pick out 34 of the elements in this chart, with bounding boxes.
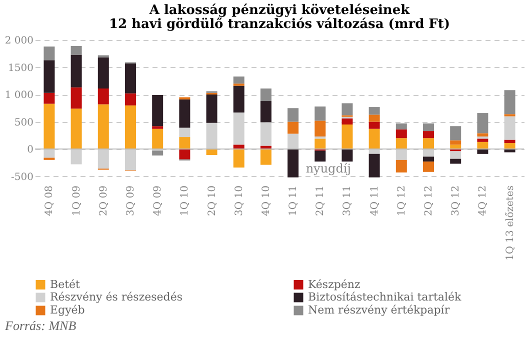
y-tick-label: -500 <box>11 172 34 183</box>
text: Forrás: MNB <box>5 318 78 334</box>
legend-label: Részvény és részesedés <box>50 290 183 304</box>
x-tick-label: 3Q 10 <box>234 186 245 216</box>
x-tick-label: 1Q 13 előzetes <box>504 186 516 261</box>
x-tick-label: 4Q 12 <box>478 186 489 216</box>
y-tick-label: 1 000 <box>4 90 34 102</box>
x-tick-label: 3Q 11 <box>342 186 354 216</box>
legend-label: Betét <box>50 278 81 291</box>
y-tick-label: 1500 <box>8 62 34 74</box>
x-tick-label: 1Q 12 <box>396 186 408 216</box>
chart-subtitle: 12 havi gördülő tranzakciós változása (mrd Ft) <box>108 17 450 32</box>
x-tick-label: 4Q 11 <box>369 186 380 216</box>
x-tick-label: 2Q 10 <box>206 186 218 216</box>
x-tick-label: 3Q 09 <box>125 186 136 216</box>
y-tick-label: 0 <box>27 144 34 156</box>
x-tick-label: 4Q 10 <box>260 186 272 216</box>
x-tick-label: 3Q 12 <box>450 186 462 216</box>
x-tick-label: 1Q 11 <box>288 186 300 216</box>
y-tick-label: 500 <box>14 117 34 128</box>
x-tick-label: 2Q 12 <box>424 186 435 216</box>
legend-label: Biztosítástechnikai tartalék <box>308 290 462 304</box>
y-tick-label: 2 000 <box>4 36 34 46</box>
legend-label: Készpénz <box>308 278 361 291</box>
x-tick-label: 1Q 10 <box>180 186 191 216</box>
annotation: nyugdíj <box>306 162 351 176</box>
x-tick-label: 2Q 11 <box>315 186 326 216</box>
legend-label: Nem részvény értékpapír <box>308 304 450 316</box>
x-tick-label: 4Q 08 <box>44 186 56 216</box>
legend-label: Egyéb <box>50 304 85 316</box>
x-tick-label: 2Q 09 <box>98 186 110 216</box>
chart-title: A lakosság pénzügyi követeléseinek <box>148 3 411 18</box>
x-tick-label: 4Q 09 <box>152 186 164 216</box>
x-tick-label: 1Q 09 <box>71 186 82 216</box>
